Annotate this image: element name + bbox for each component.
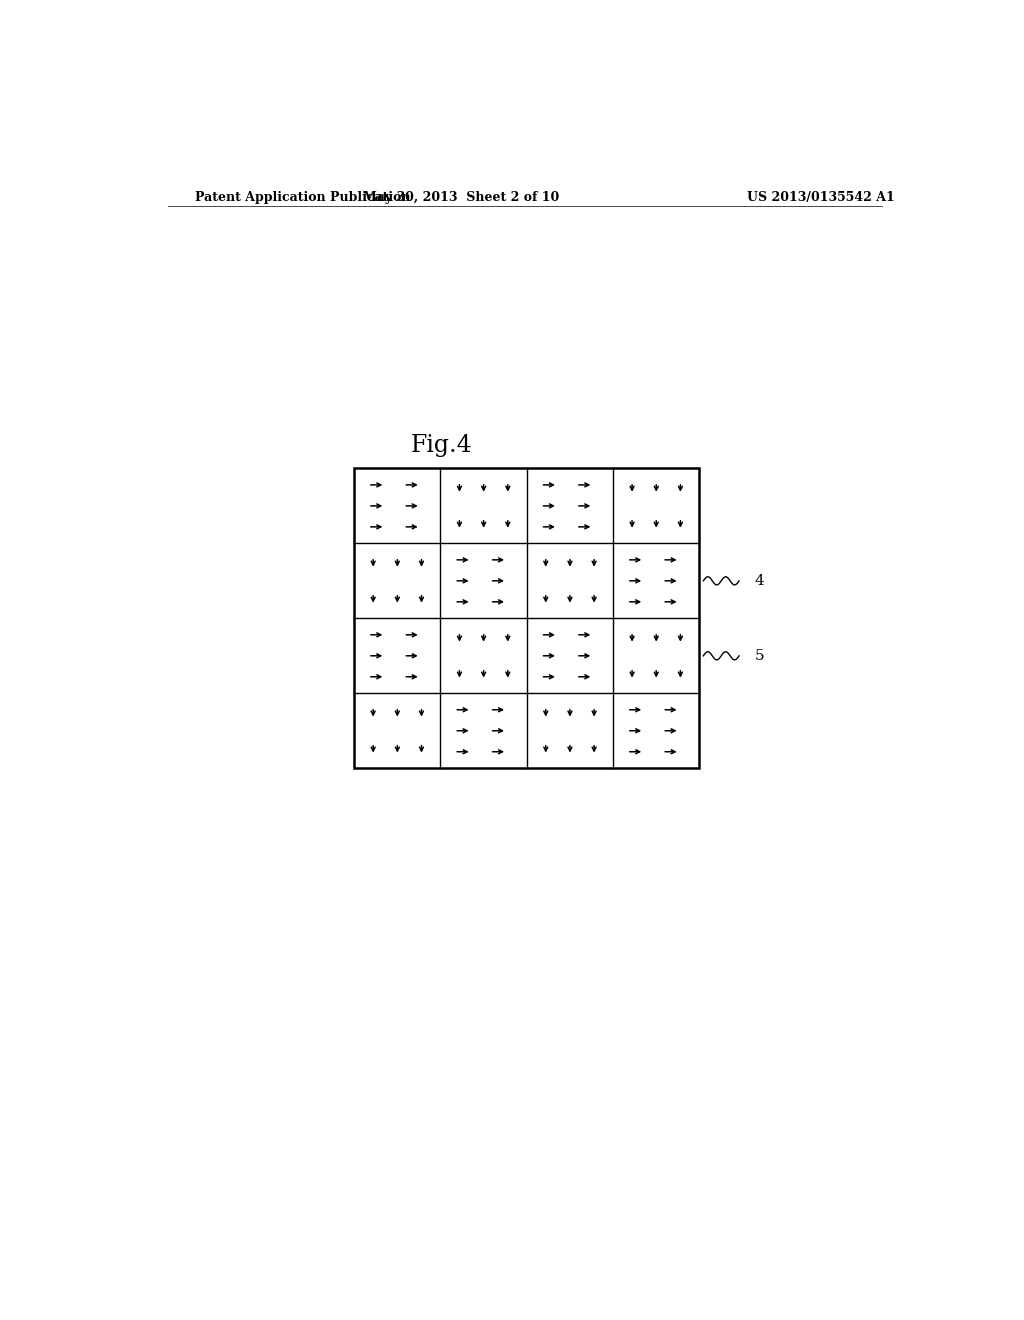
Text: Patent Application Publication: Patent Application Publication — [196, 190, 411, 203]
Text: 4: 4 — [755, 574, 765, 587]
Text: 5: 5 — [755, 649, 765, 663]
Text: US 2013/0135542 A1: US 2013/0135542 A1 — [748, 190, 895, 203]
Text: May 30, 2013  Sheet 2 of 10: May 30, 2013 Sheet 2 of 10 — [364, 190, 559, 203]
Text: Fig.4: Fig.4 — [411, 433, 472, 457]
Bar — [354, 469, 699, 768]
